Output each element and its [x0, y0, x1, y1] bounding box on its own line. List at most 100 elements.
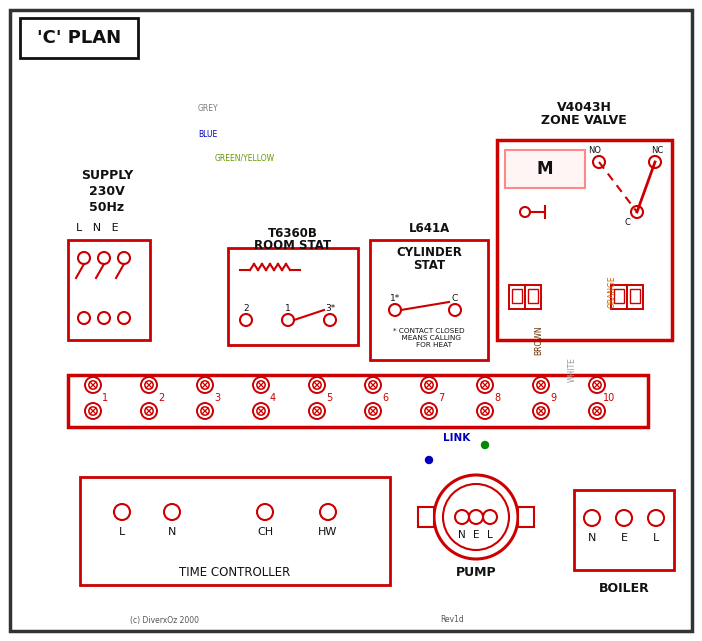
Text: 3: 3: [214, 393, 220, 403]
Text: L641A: L641A: [409, 222, 449, 235]
Circle shape: [78, 312, 90, 324]
Text: ZONE VALVE: ZONE VALVE: [541, 113, 627, 126]
Text: 'C' PLAN: 'C' PLAN: [37, 29, 121, 47]
Circle shape: [477, 403, 493, 419]
Text: NO: NO: [588, 146, 602, 154]
Circle shape: [425, 381, 433, 389]
Circle shape: [89, 407, 97, 415]
Circle shape: [369, 407, 377, 415]
Text: HW: HW: [318, 527, 338, 537]
Bar: [512, 289, 522, 303]
Circle shape: [481, 407, 489, 415]
Text: 7: 7: [438, 393, 444, 403]
Circle shape: [449, 304, 461, 316]
Circle shape: [309, 377, 325, 393]
Text: L   N   E: L N E: [76, 223, 119, 233]
Text: CH: CH: [257, 527, 273, 537]
Text: 6: 6: [382, 393, 388, 403]
Bar: [370, 240, 488, 360]
Text: 230V: 230V: [89, 185, 125, 197]
Text: (c) DiverxOz 2000: (c) DiverxOz 2000: [130, 615, 199, 624]
Text: T6360B: T6360B: [268, 226, 318, 240]
Text: WHITE: WHITE: [567, 358, 576, 383]
Circle shape: [482, 442, 489, 449]
Text: CYLINDER: CYLINDER: [396, 246, 462, 258]
Text: N: N: [458, 530, 466, 540]
Bar: [528, 289, 538, 303]
Text: N: N: [588, 533, 596, 543]
Text: NC: NC: [651, 146, 663, 154]
Bar: [228, 248, 358, 345]
Circle shape: [584, 510, 600, 526]
Text: STAT: STAT: [413, 258, 445, 272]
Text: C: C: [452, 294, 458, 303]
Text: TIME CONTROLLER: TIME CONTROLLER: [180, 567, 291, 579]
Text: 1: 1: [285, 303, 291, 313]
Circle shape: [631, 206, 643, 218]
Circle shape: [253, 403, 269, 419]
Circle shape: [369, 381, 377, 389]
Text: V4043H: V4043H: [557, 101, 611, 113]
Text: PUMP: PUMP: [456, 565, 496, 578]
Bar: [518, 507, 534, 527]
Text: GREEN/YELLOW: GREEN/YELLOW: [215, 153, 275, 163]
Text: SUPPLY: SUPPLY: [81, 169, 133, 181]
Circle shape: [365, 377, 381, 393]
Circle shape: [89, 381, 97, 389]
Circle shape: [145, 381, 153, 389]
Text: 50Hz: 50Hz: [89, 201, 124, 213]
Circle shape: [649, 156, 661, 168]
Circle shape: [257, 407, 265, 415]
Text: 3*: 3*: [325, 303, 335, 313]
Circle shape: [389, 304, 401, 316]
Text: * CONTACT CLOSED
  MEANS CALLING
    FOR HEAT: * CONTACT CLOSED MEANS CALLING FOR HEAT: [393, 328, 465, 348]
Circle shape: [145, 407, 153, 415]
Circle shape: [118, 312, 130, 324]
Text: L: L: [487, 530, 493, 540]
Circle shape: [648, 510, 664, 526]
Text: LINK: LINK: [444, 433, 470, 443]
Circle shape: [483, 510, 497, 524]
Circle shape: [324, 314, 336, 326]
Text: 2: 2: [243, 303, 249, 313]
Circle shape: [309, 403, 325, 419]
Circle shape: [365, 403, 381, 419]
Text: M: M: [537, 160, 553, 178]
Circle shape: [253, 377, 269, 393]
Circle shape: [257, 504, 273, 520]
Circle shape: [240, 314, 252, 326]
Circle shape: [313, 407, 321, 415]
Text: 10: 10: [603, 393, 615, 403]
Bar: [80, 477, 390, 585]
Circle shape: [197, 403, 213, 419]
Circle shape: [533, 403, 549, 419]
Circle shape: [537, 381, 545, 389]
Circle shape: [118, 252, 130, 264]
Bar: [68, 375, 648, 427]
Circle shape: [593, 407, 601, 415]
Circle shape: [85, 377, 101, 393]
Circle shape: [201, 407, 209, 415]
Text: ROOM STAT: ROOM STAT: [254, 238, 331, 251]
Circle shape: [197, 377, 213, 393]
Circle shape: [164, 504, 180, 520]
Text: 8: 8: [494, 393, 500, 403]
Circle shape: [481, 381, 489, 389]
Circle shape: [469, 510, 483, 524]
Bar: [418, 507, 434, 527]
Circle shape: [589, 403, 605, 419]
Text: BROWN: BROWN: [534, 325, 543, 355]
Text: 9: 9: [550, 393, 556, 403]
Bar: [68, 240, 150, 340]
Circle shape: [98, 252, 110, 264]
Text: N: N: [168, 527, 176, 537]
Bar: [574, 490, 674, 570]
Circle shape: [98, 312, 110, 324]
Text: L: L: [119, 527, 125, 537]
Bar: [505, 150, 585, 188]
Circle shape: [421, 403, 437, 419]
Bar: [509, 285, 525, 309]
Text: 2: 2: [158, 393, 164, 403]
Text: L: L: [653, 533, 659, 543]
Circle shape: [593, 381, 601, 389]
